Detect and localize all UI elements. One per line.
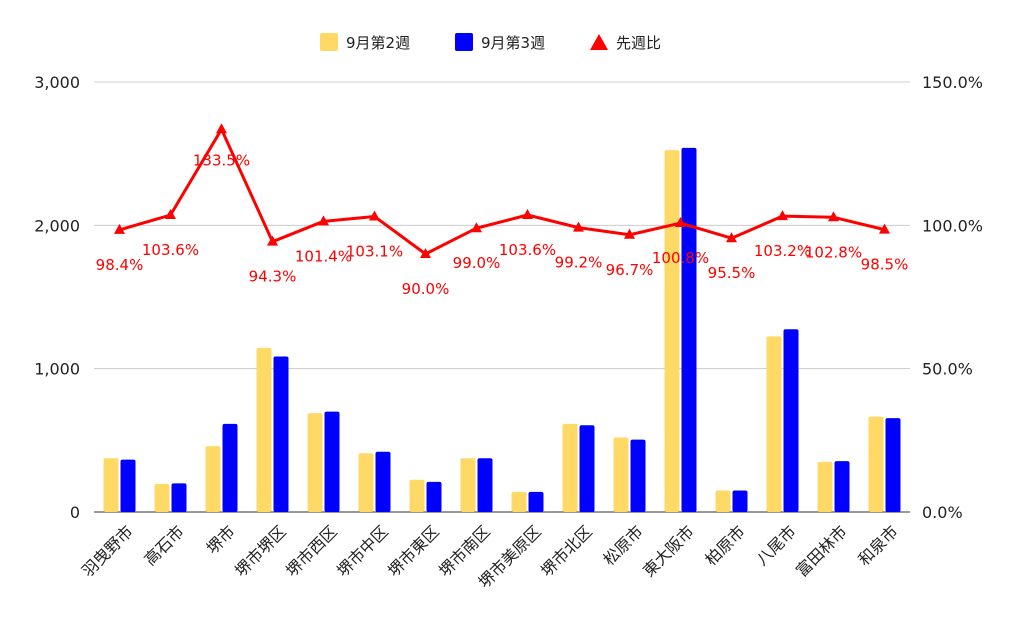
legend-swatch [590,34,608,50]
bar-9月第2週 [256,347,272,512]
legend-label: 先週比 [616,34,661,52]
line-layer: 98.4%103.6%133.5%94.3%101.4%103.1%90.0%9… [96,123,909,298]
bar-9月第3週 [783,329,799,512]
right-axis-tick-label: 50.0% [922,360,973,379]
ratio-data-label: 133.5% [193,151,250,169]
category-tick-label: 松原市 [599,522,646,569]
bar-9月第3週 [120,459,136,512]
category-tick-label: 羽曳野市 [78,522,137,581]
ratio-point [879,223,890,234]
bar-9月第2週 [613,437,629,512]
bar-9月第2週 [307,413,323,512]
ratio-point [369,210,380,221]
category-tick-label: 高石市 [140,522,187,569]
ratio-data-label: 96.7% [606,261,654,279]
bar-9月第3週 [681,147,697,512]
ratio-point [726,232,737,243]
bar-9月第2週 [562,423,578,512]
ratio-point [216,123,227,134]
axis-layer: 0 1,000 2,000 3,000 0.0% 50.0% 100.0% 150.0% 羽曳野… [34,73,983,592]
category-tick-label: 堺市 [203,522,239,558]
left-axis-tick-label: 0 [70,503,80,522]
bar-9月第3週 [732,490,748,512]
ratio-point [828,211,839,222]
bar-9月第2週 [817,461,833,512]
ratio-data-label: 103.6% [142,241,199,259]
bar-9月第2週 [358,453,374,512]
ratio-data-label: 103.6% [499,241,556,259]
right-axis-tick-label: 150.0% [922,73,983,92]
bar-9月第2週 [205,446,221,512]
ratio-data-label: 100.8% [652,249,709,267]
legend-label: 9月第2週 [346,34,410,52]
bar-9月第2週 [511,491,527,512]
ratio-point [267,235,278,246]
bar-9月第2週 [664,150,680,513]
ratio-point [318,215,329,226]
bar-9月第2週 [868,416,884,512]
bar-9月第3週 [630,439,646,512]
bar-9月第3週 [324,411,340,512]
category-tick-label: 和泉市 [854,522,901,569]
legend-swatch [455,33,473,51]
bar-9月第2週 [460,458,476,512]
ratio-point [114,223,125,234]
right-axis-tick-label: 0.0% [922,503,963,522]
ratio-data-label: 99.0% [453,254,501,272]
ratio-point [777,210,788,221]
ratio-point [522,209,533,220]
ratio-data-label: 103.1% [346,242,403,260]
legend-swatch [320,33,338,51]
ratio-data-label: 94.3% [249,268,297,286]
bar-9月第3週 [528,491,544,512]
category-tick-label: 堺市堺区 [231,522,290,581]
bar-9月第3週 [477,458,493,512]
category-tick-label: 堺市中区 [333,522,392,581]
category-tick-label: 東大阪市 [639,522,698,581]
bar-9月第2週 [154,484,170,512]
ratio-data-label: 103.2% [754,242,811,260]
category-tick-label: 富田林市 [792,522,851,581]
left-axis-tick-label: 3,000 [34,73,80,92]
bar-9月第3週 [375,451,391,512]
ratio-data-label: 101.4% [295,247,352,265]
right-axis-tick-label: 100.0% [922,216,983,235]
ratio-line [119,127,885,256]
bar-9月第3週 [426,481,442,512]
ratio-point [573,221,584,232]
bar-9月第3週 [834,461,850,512]
ratio-point [471,222,482,233]
ratio-point [675,217,686,228]
category-tick-label: 八尾市 [752,522,799,569]
legend-label: 9月第3週 [481,34,545,52]
category-tick-label: 柏原市 [701,522,748,569]
bars-layer [103,147,901,513]
bar-9月第2週 [409,479,425,512]
ratio-data-label: 95.5% [708,264,756,282]
category-tick-label: 堺市北区 [537,522,596,581]
legend: 9月第2週 9月第3週 先週比 [320,33,661,52]
ratio-data-label: 98.5% [861,256,909,274]
ratio-point [420,248,431,258]
bar-9月第2週 [103,458,119,512]
left-axis-tick-label: 1,000 [34,360,80,379]
left-axis-tick-label: 2,000 [34,216,80,235]
ratio-data-label: 90.0% [402,280,450,298]
ratio-data-label: 98.4% [96,256,144,274]
bar-9月第3週 [273,356,289,512]
category-tick-label: 堺市西区 [282,522,341,581]
bar-9月第3週 [222,423,238,512]
ratio-point [165,209,176,220]
ratio-point [624,228,635,239]
bar-9月第2週 [766,336,782,512]
bar-9月第3週 [579,425,595,512]
bar-9月第3週 [885,418,901,512]
ratio-data-label: 99.2% [555,254,603,272]
category-tick-label: 堺市東区 [384,522,443,581]
bar-9月第2週 [715,490,731,512]
bar-9月第3週 [171,483,187,512]
ratio-data-label: 102.8% [805,243,862,261]
